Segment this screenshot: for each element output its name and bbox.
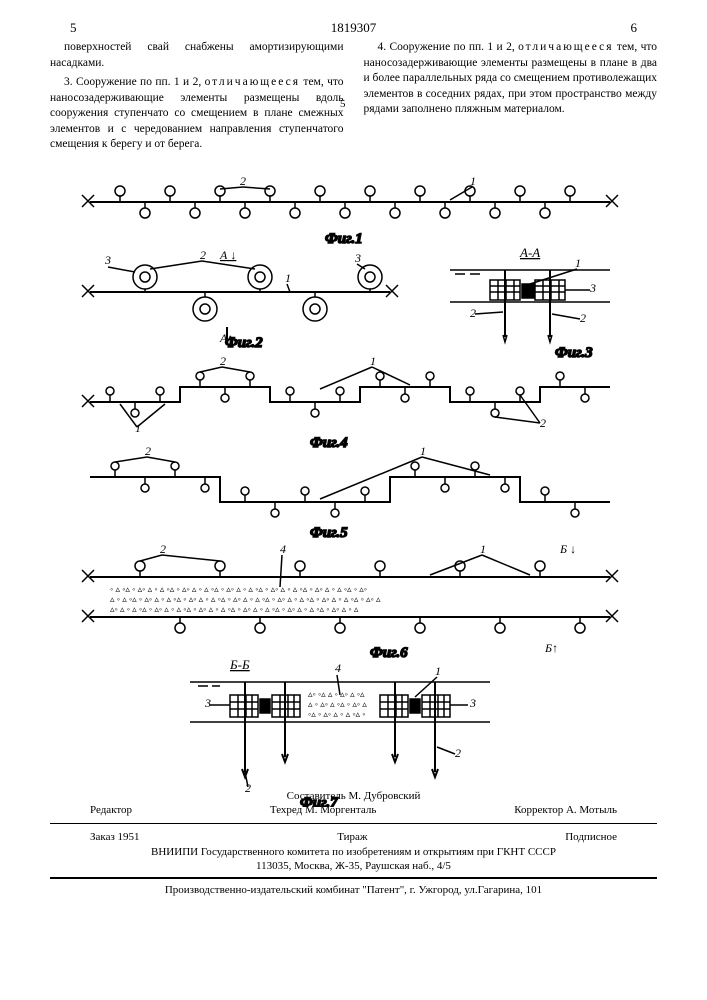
svg-text:1: 1: [370, 354, 376, 368]
svg-text:◦ ▵ ◦▵ ◦ ▵◦ ▵ ◦ ▵ ◦▵ ◦ ▵◦: ◦ ▵ ◦▵ ◦ ▵◦ ▵ ◦ ▵ ◦▵ ◦ ▵◦ ▵ ◦ ▵ ◦▵ ◦ ▵◦ …: [110, 584, 367, 594]
corrector: Корректор А. Мотыль: [514, 803, 617, 817]
figures-svg: 2 1 Фиг.1 3 2: [50, 167, 650, 807]
para-r1: 4. Сооружение по пп. 1 и 2, отличающееся…: [364, 40, 658, 118]
text-columns: поверхностей свай снабжены амортизирующи…: [50, 40, 657, 157]
svg-text:Б-Б: Б-Б: [229, 657, 250, 672]
svg-text:2: 2: [240, 174, 246, 188]
left-column: поверхностей свай снабжены амортизирующи…: [50, 40, 344, 157]
svg-text:◦▵ ◦ ▵◦ ▵ ◦ ▵ ◦▵ ◦: ◦▵ ◦ ▵◦ ▵ ◦ ▵ ◦▵ ◦: [308, 709, 365, 719]
svg-text:2: 2: [580, 311, 586, 325]
svg-text:4: 4: [280, 542, 286, 556]
svg-text:▵◦ ▵ ◦ ▵ ◦▵ ◦ ▵◦ ▵ ◦ ▵ ◦▵: ▵◦ ▵ ◦ ▵ ◦▵ ◦ ▵◦ ▵ ◦ ▵ ◦▵ ◦ ▵◦ ▵ ◦ ▵ ◦▵ …: [110, 604, 359, 614]
figures-block: 2 1 Фиг.1 3 2: [50, 167, 657, 807]
svg-text:2: 2: [220, 354, 226, 368]
fig4-label: Фиг.4: [310, 435, 348, 451]
svg-text:2: 2: [245, 781, 251, 795]
divider1: [50, 823, 657, 824]
org: ВНИИПИ Государственного комитета по изоб…: [50, 845, 657, 859]
fig5: 2 1: [90, 444, 610, 517]
svg-text:3: 3: [589, 281, 596, 295]
svg-text:1: 1: [135, 421, 141, 435]
svg-text:1: 1: [575, 256, 581, 270]
patent-page: 5 1819307 6 поверхностей свай снабжены а…: [0, 0, 707, 1000]
sub: Подписное: [565, 830, 617, 844]
svg-text:1: 1: [420, 444, 426, 458]
fig1: 2 1: [82, 174, 618, 218]
fig2: 3 2 1 3 А ↓ А↑: [82, 248, 398, 345]
fig3: А-А: [450, 245, 610, 342]
fig5-label: Фиг.5: [310, 525, 348, 541]
editor-label: Редактор: [90, 803, 132, 817]
fig1-label: Фиг.1: [325, 231, 363, 247]
svg-text:3: 3: [204, 696, 211, 710]
footer: Составитель М. Дубровский Редактор Техре…: [50, 789, 657, 898]
compiler: Составитель М. Дубровский: [287, 789, 421, 803]
fig4: 2 1 1 2: [82, 354, 610, 435]
fig7: Б-Б: [190, 657, 490, 795]
para-l1: поверхностей свай снабжены амортизирующи…: [50, 40, 344, 71]
fig6-label: Фиг.6: [370, 645, 408, 661]
tirage: Тираж: [337, 830, 367, 844]
svg-text:2: 2: [160, 542, 166, 556]
svg-text:Б↑: Б↑: [544, 641, 558, 655]
techred: Техред М. Моргенталь: [270, 803, 376, 817]
publisher: Производственно-издательский комбинат "П…: [50, 883, 657, 897]
svg-text:2: 2: [455, 746, 461, 760]
svg-text:▵ ◦ ▵ ◦▵ ◦ ▵◦ ▵ ◦ ▵ ◦▵ ◦ ▵: ▵ ◦ ▵ ◦▵ ◦ ▵◦ ▵ ◦ ▵ ◦▵ ◦ ▵◦ ▵ ◦ ▵ ◦▵ ◦ ▵…: [110, 594, 381, 604]
svg-text:2: 2: [200, 248, 206, 262]
svg-text:▵ ◦ ▵◦ ▵ ◦▵ ◦ ▵◦ ▵: ▵ ◦ ▵◦ ▵ ◦▵ ◦ ▵◦ ▵: [308, 699, 367, 709]
svg-text:Б ↓: Б ↓: [559, 542, 576, 556]
margin-line-num: 5: [340, 98, 346, 110]
svg-text:А-А: А-А: [519, 245, 540, 260]
fig2-label: Фиг.2: [225, 335, 263, 351]
svg-text:1: 1: [470, 174, 476, 188]
divider2: [50, 877, 657, 879]
page-number-row: 5 1819307 6: [50, 20, 657, 36]
svg-text:1: 1: [285, 271, 291, 285]
fig3-label: Фиг.3: [555, 345, 593, 361]
right-column: 4. Сооружение по пп. 1 и 2, отличающееся…: [364, 40, 658, 157]
doc-number: 1819307: [331, 20, 377, 36]
svg-text:4: 4: [335, 661, 341, 675]
svg-text:1: 1: [435, 664, 441, 678]
page-num-left: 5: [70, 20, 77, 36]
para-l2: 3. Сооружение по пп. 1 и 2, отличающееся…: [50, 75, 344, 153]
svg-text:1: 1: [480, 542, 486, 556]
svg-text:2: 2: [470, 306, 476, 320]
svg-text:2: 2: [145, 444, 151, 458]
addr: 113035, Москва, Ж-35, Раушская наб., 4/5: [50, 859, 657, 873]
svg-text:▵◦ ◦▵ ▵ ◦ ▵◦ ▵ ◦▵: ▵◦ ◦▵ ▵ ◦ ▵◦ ▵ ◦▵: [308, 689, 365, 699]
page-num-right: 6: [631, 20, 638, 36]
svg-text:А ↓: А ↓: [219, 248, 236, 262]
svg-text:3: 3: [469, 696, 476, 710]
svg-text:3: 3: [354, 251, 361, 265]
svg-text:3: 3: [104, 253, 111, 267]
fig6: ▵ ◦ ▵ ◦▵ ◦ ▵◦ ▵ ◦ ▵ ◦▵ ◦ ▵◦ ▵ ◦ ▵ ◦▵ ◦ ▵…: [82, 542, 618, 655]
svg-text:2: 2: [540, 416, 546, 430]
order: Заказ 1951: [90, 830, 140, 844]
